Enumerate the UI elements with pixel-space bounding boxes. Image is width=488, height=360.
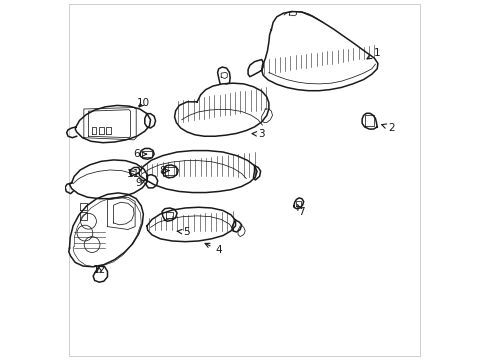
Text: 10: 10	[137, 98, 150, 108]
Text: 4: 4	[204, 243, 222, 255]
Text: 9: 9	[135, 178, 145, 188]
Text: 6: 6	[133, 149, 146, 159]
Text: 3: 3	[251, 129, 264, 139]
Text: 2: 2	[381, 123, 394, 133]
Text: 12: 12	[92, 265, 106, 275]
Text: 8: 8	[159, 166, 169, 176]
Text: 11: 11	[126, 168, 140, 179]
Text: 7: 7	[297, 204, 304, 217]
Text: 1: 1	[366, 48, 380, 59]
Text: 5: 5	[177, 227, 189, 237]
